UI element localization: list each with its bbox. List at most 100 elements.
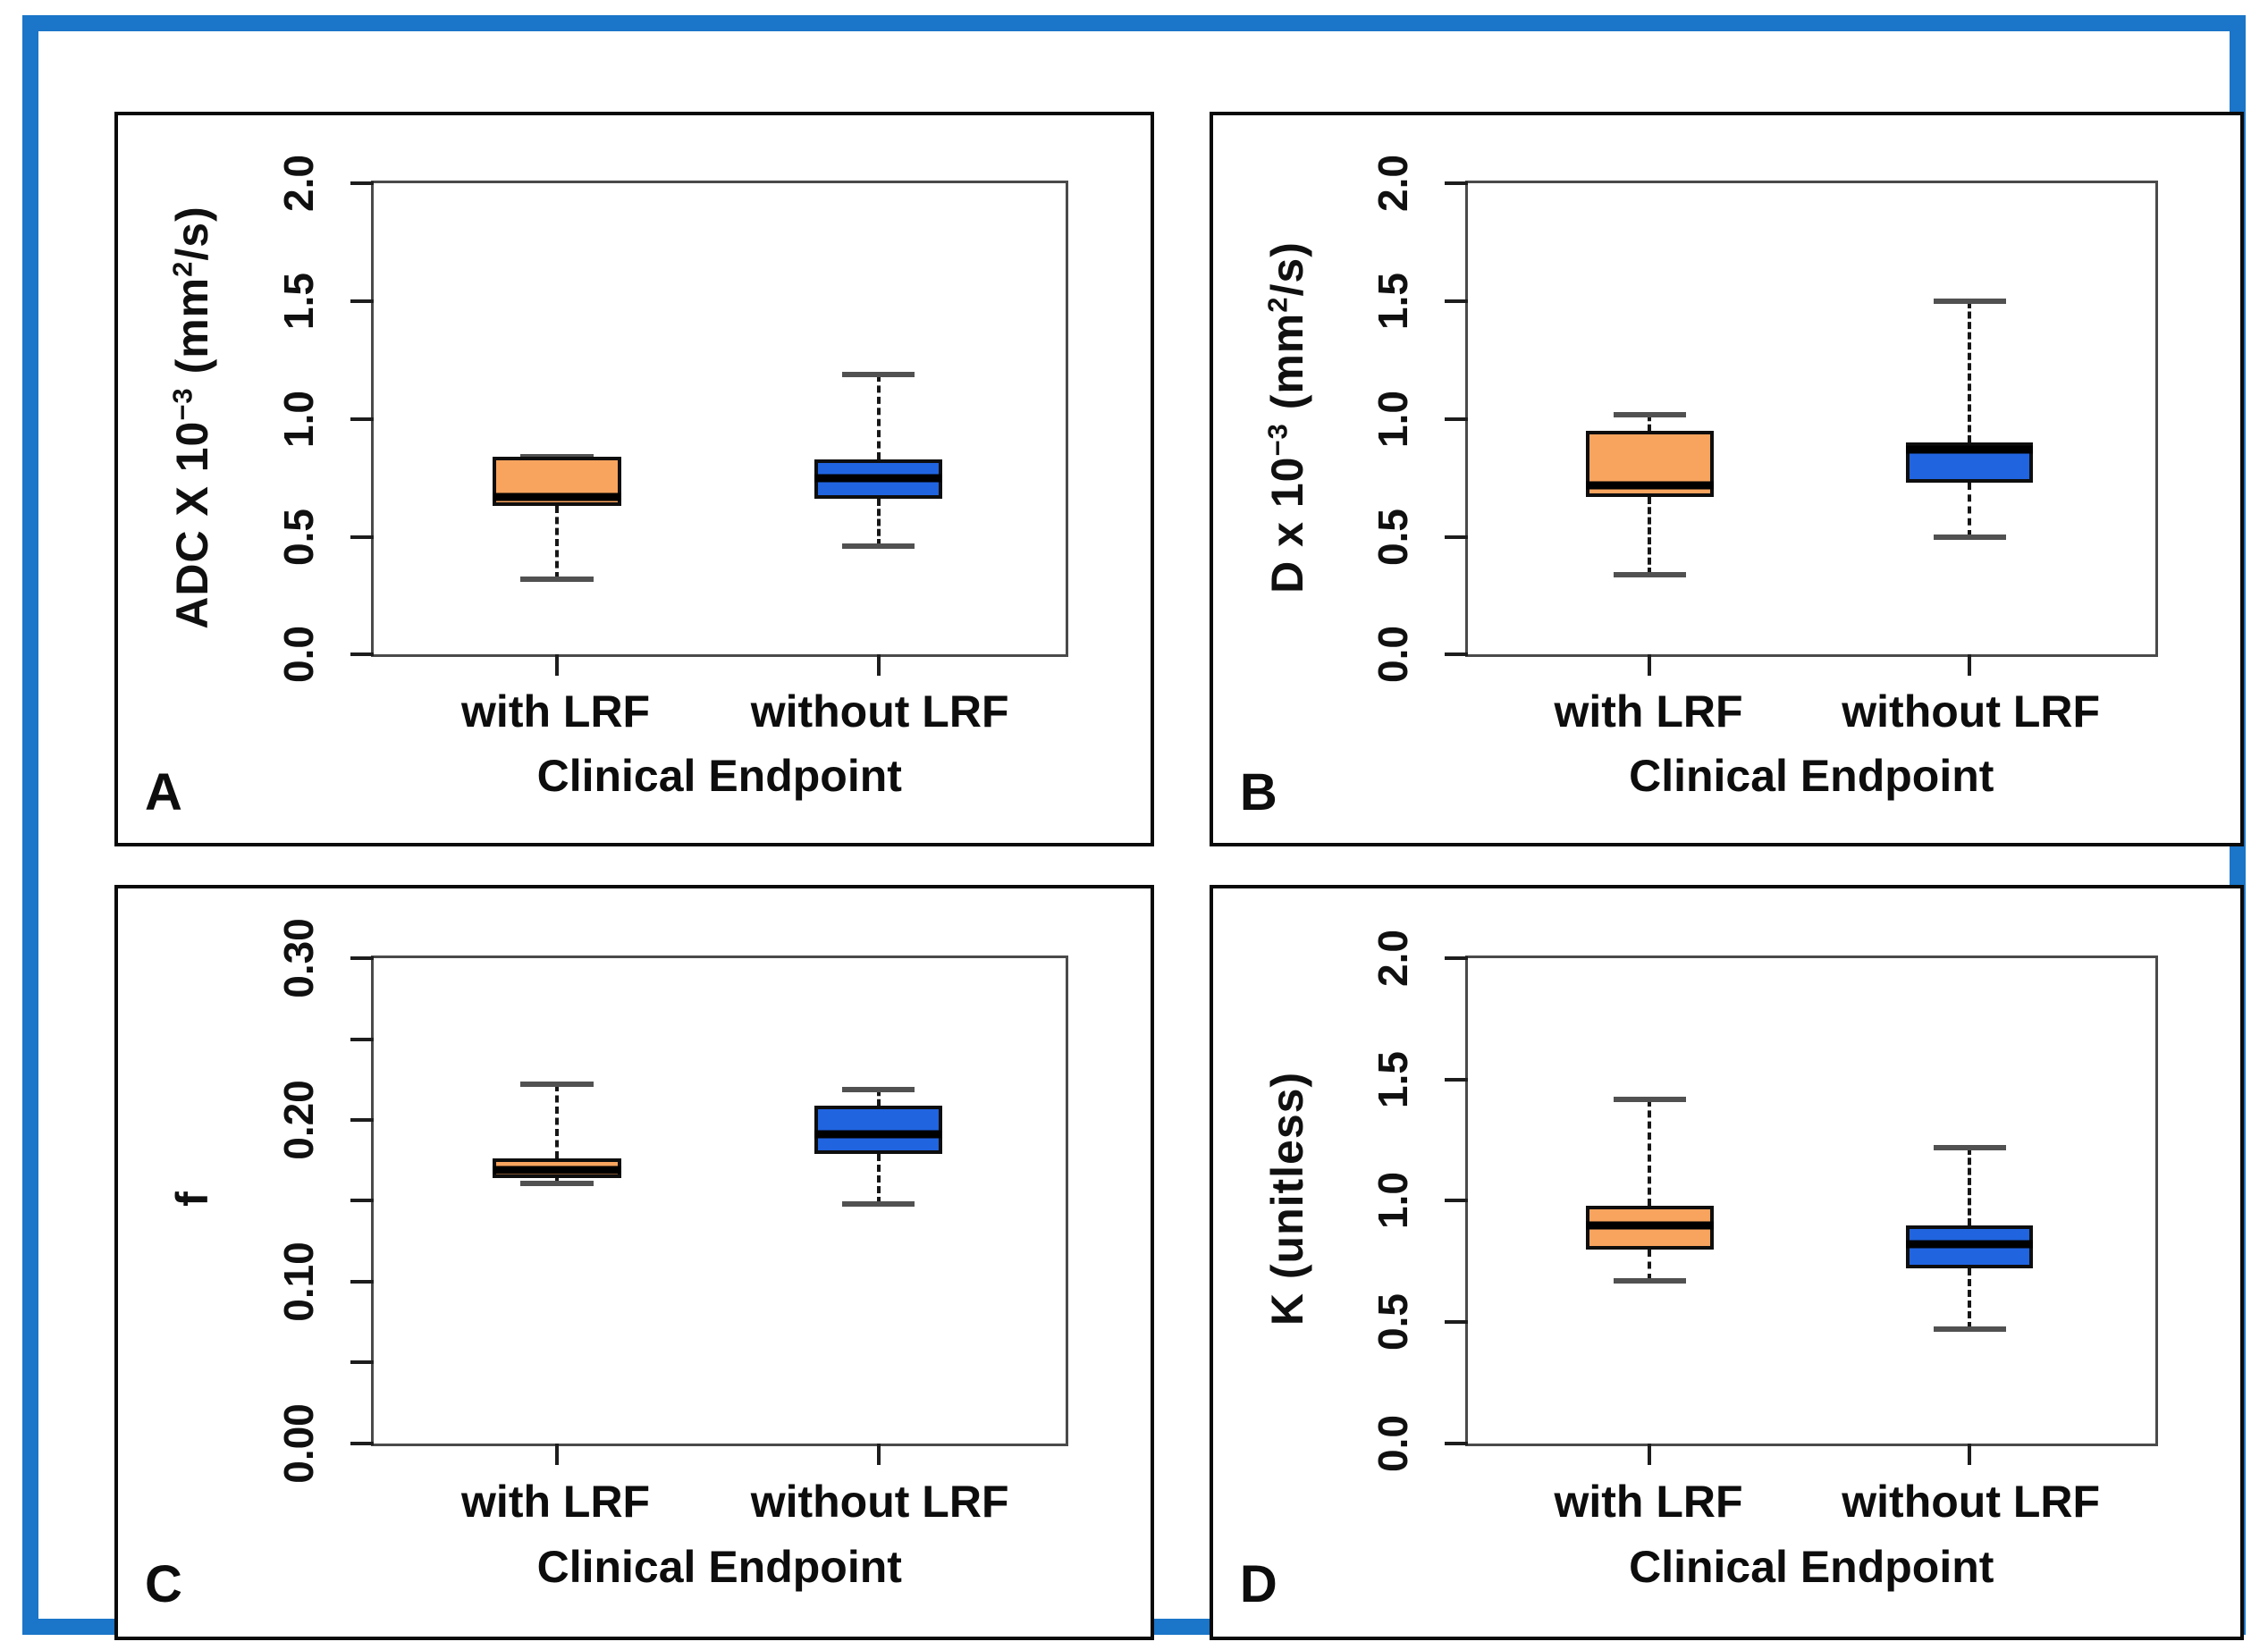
upper-whisker-without-lrf <box>1968 1147 1972 1225</box>
category-label-without-lrf: without LRF <box>750 1477 1009 1528</box>
y-axis-label-superscript: 2 <box>166 260 198 277</box>
y-axis-label-text: /s) <box>167 206 218 261</box>
y-axis-tick-label: 2.0 <box>1369 155 1416 213</box>
y-axis-tick <box>350 1199 374 1203</box>
y-axis-tick-label: 0.10 <box>274 1242 322 1322</box>
upper-whisker-cap-with-lrf <box>1614 1096 1686 1102</box>
y-axis-label-superscript: 2 <box>1261 296 1294 313</box>
category-label-without-lrf: without LRF <box>1842 686 2101 737</box>
upper-whisker-without-lrf <box>1968 301 1972 443</box>
lower-whisker-cap-without-lrf <box>1933 1326 2006 1333</box>
lower-whisker-cap-without-lrf <box>842 1201 915 1208</box>
median-line-without-lrf <box>814 474 943 483</box>
x-axis-tick <box>1648 1443 1652 1465</box>
y-axis-tick <box>350 299 374 304</box>
median-line-with-lrf <box>493 1166 621 1174</box>
lower-whisker-cap-with-lrf <box>520 577 594 583</box>
y-axis-tick-label: 0.0 <box>274 626 322 684</box>
category-label-without-lrf: without LRF <box>1842 1477 2101 1528</box>
category-label-with-lrf: with LRF <box>461 1477 651 1528</box>
upper-whisker-cap-without-lrf <box>842 1086 915 1092</box>
y-axis-tick <box>1444 1320 1468 1324</box>
y-axis-tick <box>1444 956 1468 961</box>
category-labels: with LRF without LRF <box>1465 1472 2159 1532</box>
lower-whisker-cap-without-lrf <box>1933 534 2006 540</box>
figure-blue-frame: ADC X 10−3 (mm2/s) 0.0 0.5 1.0 1.5 2.0 with … <box>22 15 2246 1640</box>
panel-letter: A <box>145 763 182 822</box>
upper-whisker-without-lrf <box>876 374 881 459</box>
y-axis-tick-label: 0.5 <box>1369 1293 1416 1351</box>
x-axis-title: Clinical Endpoint <box>536 750 902 801</box>
category-label-with-lrf: with LRF <box>1554 1477 1743 1528</box>
x-axis-tick <box>554 654 559 677</box>
y-axis-tick-label: 2.0 <box>1369 930 1416 988</box>
y-axis-label-text: (mm <box>167 276 218 388</box>
x-axis-tick <box>1968 1443 1972 1465</box>
lower-whisker-cap-with-lrf <box>1614 1277 1686 1284</box>
y-axis-tick <box>1444 1199 1468 1203</box>
y-axis-tick <box>350 1037 374 1041</box>
y-axis-tick-label: 1.0 <box>1369 1172 1416 1230</box>
lower-whisker-without-lrf <box>1968 1268 1972 1330</box>
category-label-with-lrf: with LRF <box>1554 686 1743 737</box>
panel-B: D x 10−3 (mm2/s) 0.0 0.5 1.0 1.5 2.0 with LR… <box>1210 112 2244 846</box>
upper-whisker-cap-without-lrf <box>1933 1144 2006 1150</box>
plot-area: 0.0 0.5 1.0 1.5 2.0 <box>1370 155 2159 683</box>
upper-whisker-cap-with-lrf <box>520 1082 594 1088</box>
y-axis-label: D x 10−3 (mm2/s) <box>1261 241 1313 593</box>
y-axis-tick-label: 1.5 <box>1369 273 1416 331</box>
x-axis-tick <box>876 654 881 677</box>
y-axis-label-superscript: −3 <box>1261 422 1294 457</box>
category-labels: with LRF without LRF <box>1465 683 2159 741</box>
upper-whisker-cap-with-lrf <box>1614 411 1686 417</box>
x-axis-title: Clinical Endpoint <box>1629 1541 1994 1592</box>
lower-whisker-cap-without-lrf <box>842 543 915 550</box>
lower-whisker-with-lrf <box>1648 1249 1652 1281</box>
panel-A: ADC X 10−3 (mm2/s) 0.0 0.5 1.0 1.5 2.0 with … <box>114 112 1154 846</box>
y-axis-tick <box>350 1118 374 1123</box>
y-axis-tick <box>350 1360 374 1365</box>
x-axis-tick <box>1648 654 1652 677</box>
y-axis-tick-label: 0.30 <box>274 918 322 999</box>
y-axis-label: K (unitless) <box>1261 1072 1313 1326</box>
panel-letter: C <box>145 1554 182 1613</box>
y-axis-tick <box>1444 1441 1468 1445</box>
upper-whisker-with-lrf <box>1648 1099 1652 1206</box>
y-axis-tick-label: 0.0 <box>1369 1414 1416 1472</box>
y-axis-tick <box>1444 417 1468 421</box>
panel-C: f 0.00 0.10 0.20 0.30 with LRF without LRF C… <box>114 885 1154 1640</box>
y-axis-label-text: K (unitless) <box>1261 1072 1312 1326</box>
upper-whisker-cap-without-lrf <box>842 371 915 377</box>
y-axis-tick <box>350 956 374 961</box>
y-axis-tick-label: 1.5 <box>274 273 322 331</box>
y-axis-label-superscript: −3 <box>166 387 198 421</box>
median-line-with-lrf <box>1586 481 1714 490</box>
y-axis-tick-label: 0.0 <box>1369 626 1416 684</box>
category-label-with-lrf: with LRF <box>461 686 651 737</box>
y-axis-label-text: ADC X 10 <box>167 420 218 629</box>
y-axis-tick <box>350 417 374 421</box>
y-axis-tick <box>350 535 374 539</box>
upper-whisker-cap-without-lrf <box>1933 299 2006 305</box>
y-axis-label-text: (mm <box>1261 312 1312 423</box>
y-axis-tick <box>1444 181 1468 186</box>
category-labels: with LRF without LRF <box>371 683 1068 741</box>
y-axis-tick <box>350 181 374 186</box>
x-axis-tick <box>554 1443 559 1465</box>
y-axis-label-text: f <box>167 1191 218 1208</box>
y-axis-label-text: /s) <box>1261 240 1312 297</box>
lower-whisker-cap-with-lrf <box>520 1180 594 1186</box>
category-labels: with LRF without LRF <box>371 1472 1068 1532</box>
lower-whisker-with-lrf <box>554 506 559 580</box>
x-axis-tick <box>1968 654 1972 677</box>
y-axis-label: f <box>166 1191 218 1208</box>
y-axis-tick-label: 1.0 <box>1369 390 1416 448</box>
y-axis-tick <box>350 1441 374 1445</box>
panel-D: K (unitless) 0.0 0.5 1.0 1.5 2.0 with LRF wit… <box>1210 885 2244 1640</box>
plot-area: 0.00 0.10 0.20 0.30 <box>275 919 1068 1483</box>
plot-area: 0.0 0.5 1.0 1.5 2.0 <box>275 155 1068 683</box>
median-line-with-lrf <box>493 492 621 501</box>
y-axis-tick <box>350 1279 374 1284</box>
y-axis-tick-label: 0.20 <box>274 1080 322 1160</box>
lower-whisker-without-lrf <box>1968 482 1972 537</box>
